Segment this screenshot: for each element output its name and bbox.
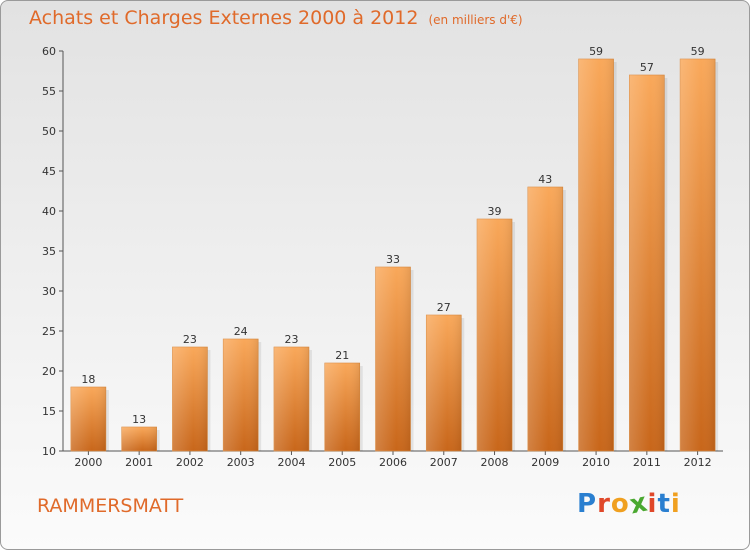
- data-label-2008: 39: [488, 205, 502, 218]
- logo-letter: t: [657, 489, 671, 519]
- bars: [70, 58, 719, 452]
- y-tick-label: 60: [42, 45, 56, 58]
- data-label-2011: 57: [640, 61, 654, 74]
- bar-highlight: [375, 267, 411, 451]
- data-label-2012: 59: [691, 45, 705, 58]
- y-tick-label: 15: [42, 405, 56, 418]
- logo-letter: r: [597, 489, 611, 519]
- chart-subtitle: (en milliers d'€): [428, 13, 523, 27]
- data-labels: 18 13 23 24 23 21 33 27 39 43 59 57 59: [81, 45, 704, 426]
- bar-highlight: [324, 363, 360, 451]
- data-label-2003: 24: [234, 325, 248, 338]
- data-label-2004: 23: [284, 333, 298, 346]
- data-label-2005: 21: [335, 349, 349, 362]
- x-tick-label: 2008: [481, 456, 509, 469]
- y-tick-label: 45: [42, 165, 56, 178]
- bar-highlight: [172, 347, 208, 451]
- bar-highlight: [629, 75, 665, 451]
- bar-highlight: [578, 59, 614, 451]
- bar-highlight: [477, 219, 513, 451]
- x-tick-label: 2009: [531, 456, 559, 469]
- x-tick-label: 2000: [74, 456, 102, 469]
- x-tick-label: 2002: [176, 456, 204, 469]
- x-tick-label: 2007: [430, 456, 458, 469]
- bar-highlight: [527, 187, 563, 451]
- logo-letter: i: [647, 489, 658, 519]
- data-label-2002: 23: [183, 333, 197, 346]
- data-label-2010: 59: [589, 45, 603, 58]
- bar-highlight: [70, 387, 106, 451]
- bar-highlight: [680, 59, 716, 451]
- y-tick-label: 20: [42, 365, 56, 378]
- data-label-2006: 33: [386, 253, 400, 266]
- x-tick-label: 2010: [582, 456, 610, 469]
- y-tick-label: 40: [42, 205, 56, 218]
- proxiti-logo[interactable]: Proxiti: [577, 487, 681, 520]
- data-label-2009: 43: [538, 173, 552, 186]
- x-tick-label: 2001: [125, 456, 153, 469]
- bar-highlight: [426, 315, 462, 451]
- x-tick-label: 2012: [684, 456, 712, 469]
- data-label-2000: 18: [81, 373, 95, 386]
- data-label-2001: 13: [132, 413, 146, 426]
- y-tick-label: 10: [42, 445, 56, 458]
- chart-title-text: Achats et Charges Externes 2000 à 2012: [29, 7, 419, 29]
- logo-letter: o: [610, 489, 630, 519]
- x-tick-label: 2011: [633, 456, 661, 469]
- chart-title: Achats et Charges Externes 2000 à 2012 (e…: [29, 7, 523, 29]
- x-tick-label: 2003: [227, 456, 255, 469]
- y-tick-label: 30: [42, 285, 56, 298]
- bar-highlight: [223, 339, 259, 451]
- commune-name: RAMMERSMATT: [37, 495, 184, 517]
- logo-letter: P: [577, 489, 598, 519]
- data-label-2007: 27: [437, 301, 451, 314]
- y-tick-label: 55: [42, 85, 56, 98]
- y-tick-label: 50: [42, 125, 56, 138]
- bar-highlight: [121, 427, 157, 451]
- x-tick-label: 2006: [379, 456, 407, 469]
- y-tick-label: 35: [42, 245, 56, 258]
- logo-letter: i: [670, 489, 681, 519]
- y-tick-label: 25: [42, 325, 56, 338]
- x-tick-label: 2004: [277, 456, 305, 469]
- x-tick-label: 2005: [328, 456, 356, 469]
- bar-highlight: [273, 347, 309, 451]
